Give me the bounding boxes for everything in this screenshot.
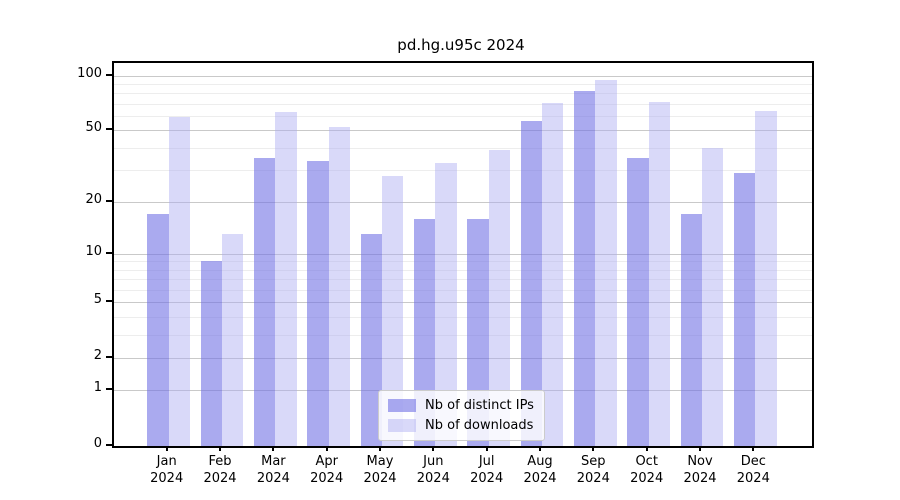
bar-distinct-ips (574, 91, 596, 446)
y-gridline-major (114, 201, 812, 203)
y-tick-mark (106, 388, 112, 391)
bar-distinct-ips (307, 160, 329, 446)
bar-distinct-ips (734, 172, 756, 446)
bar-downloads (382, 175, 404, 446)
y-tick-mark (106, 251, 112, 254)
bar-distinct-ips (627, 158, 649, 446)
bar-downloads (275, 112, 297, 446)
y-gridline-minor (114, 147, 812, 149)
y-tick-mark (106, 128, 112, 131)
y-gridline-major (114, 302, 812, 304)
plot-area: Nb of distinct IPs Nb of downloads (112, 61, 814, 448)
x-tick-label: Aug 2024 (523, 454, 557, 486)
downloads-swatch (388, 419, 416, 432)
y-tick-label: 2 (93, 347, 102, 363)
x-tick-mark (272, 446, 275, 451)
y-tick-label: 5 (93, 292, 102, 308)
y-tick-mark (106, 300, 112, 303)
y-gridline-minor (114, 289, 812, 291)
y-gridline-minor (114, 269, 812, 271)
bar-downloads (328, 127, 350, 446)
bar-distinct-ips (680, 214, 702, 446)
y-tick-mark (106, 444, 112, 446)
y-gridline-minor (114, 83, 812, 85)
x-tick-label: Dec 2024 (736, 454, 770, 486)
x-tick-mark (645, 446, 648, 451)
y-gridline-major (114, 357, 812, 359)
y-tick-label: 1 (93, 380, 102, 396)
x-tick-mark (752, 446, 755, 451)
distinct-ips-swatch (388, 399, 416, 412)
y-gridline-minor (114, 261, 812, 263)
bar-downloads (222, 234, 244, 446)
y-gridline-major (114, 130, 812, 132)
legend-label: Nb of downloads (425, 418, 534, 433)
bar-downloads (488, 149, 510, 446)
y-gridline-minor (114, 103, 812, 105)
bar-downloads (755, 110, 777, 446)
bar-distinct-ips (360, 234, 382, 446)
x-tick-label: Jun 2024 (416, 454, 450, 486)
y-gridline-minor (114, 170, 812, 172)
bar-distinct-ips (254, 158, 276, 446)
bar-distinct-ips (200, 261, 222, 446)
y-gridline-minor (114, 93, 812, 95)
bar-distinct-ips (520, 121, 542, 446)
x-tick-mark (325, 446, 328, 451)
bar-downloads (168, 117, 190, 446)
y-tick-label: 50 (85, 120, 102, 136)
x-tick-label: Mar 2024 (256, 454, 290, 486)
bar-distinct-ips (147, 214, 169, 446)
y-gridline-minor (114, 116, 812, 117)
x-tick-label: Jan 2024 (150, 454, 184, 486)
bar-distinct-ips (414, 218, 436, 446)
bar-downloads (542, 102, 564, 446)
x-tick-mark (165, 446, 168, 451)
y-tick-mark (106, 355, 112, 358)
legend-item: Nb of distinct IPs (388, 398, 534, 413)
bar-downloads (595, 79, 617, 446)
y-gridline-major (114, 75, 812, 77)
x-tick-label: Sep 2024 (576, 454, 610, 486)
x-tick-label: Apr 2024 (310, 454, 344, 486)
y-tick-label: 0 (93, 436, 102, 451)
x-tick-label: May 2024 (363, 454, 397, 486)
y-tick-mark (106, 73, 112, 76)
legend: Nb of distinct IPs Nb of downloads (378, 390, 545, 441)
y-tick-label: 20 (85, 191, 102, 207)
y-tick-label: 100 (77, 65, 102, 81)
x-tick-label: Nov 2024 (683, 454, 717, 486)
y-gridline-major (114, 253, 812, 255)
x-tick-mark (485, 446, 488, 451)
y-tick-mark (106, 199, 112, 202)
y-gridline-minor (114, 316, 812, 318)
bar-downloads (435, 162, 457, 446)
y-gridline-minor (114, 334, 812, 336)
bar-distinct-ips (467, 218, 489, 446)
chart-title: pd.hg.u95c 2024 (397, 36, 525, 54)
x-tick-mark (432, 446, 435, 451)
x-tick-mark (592, 446, 595, 451)
y-tick-label: 10 (85, 243, 102, 259)
x-tick-label: Feb 2024 (203, 454, 237, 486)
bar-downloads (648, 101, 670, 446)
legend-label: Nb of distinct IPs (425, 398, 534, 413)
x-tick-mark (219, 446, 221, 451)
x-tick-label: Oct 2024 (630, 454, 664, 486)
x-tick-mark (699, 446, 701, 451)
x-tick-label: Jul 2024 (470, 454, 504, 486)
x-tick-mark (539, 446, 541, 451)
y-gridline-minor (114, 279, 812, 281)
legend-item: Nb of downloads (388, 418, 534, 433)
x-tick-mark (379, 446, 381, 451)
bar-downloads (702, 147, 724, 446)
